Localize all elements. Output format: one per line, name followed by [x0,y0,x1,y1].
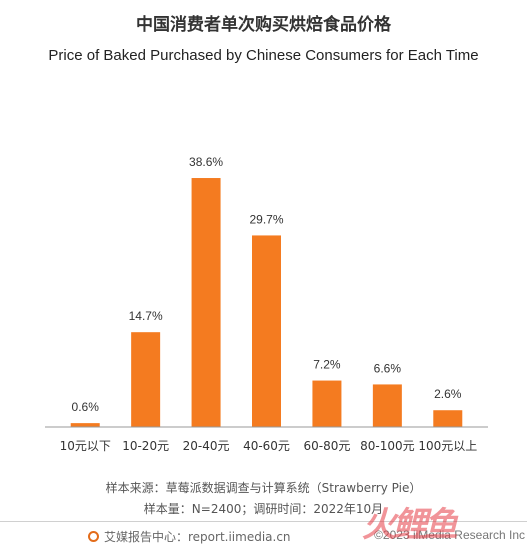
bar-chart: 0.6% 14.7% 38.6% 29.7% 7.2% 6.6% 2.6% 10元以下 10-… [45,155,488,453]
value-label-5: 6.6% [374,361,402,375]
value-label-0: 0.6% [72,400,100,414]
sample-source-note: 样本来源：草莓派数据调查与计算系统（Strawberry Pie） [105,481,422,495]
footer-divider [0,521,527,522]
value-label-1: 14.7% [129,309,163,323]
footer-source-text: 艾媒报告中心：report.iimedia.cn [104,530,291,544]
bar-1 [131,332,161,427]
x-tick-label-5: 80-100元 [360,439,415,453]
chart-title: 中国消费者单次购买烘焙食品价格 [136,15,391,35]
bar-5 [372,384,402,427]
x-tick-label-4: 60-80元 [303,439,350,453]
x-tick-label-6: 100元以上 [418,439,477,453]
watermark-logo: 火鲤鱼 [362,505,458,545]
value-label-2: 38.6% [189,155,223,169]
sample-size-note: 样本量：N=2400；调研时间：2022年10月 [143,502,384,516]
value-label-4: 7.2% [313,358,341,372]
bar-0 [70,423,100,427]
bar-4 [312,380,342,427]
bar-2 [191,178,221,427]
bar-6 [433,410,463,427]
x-tick-label-2: 20-40元 [183,439,230,453]
value-labels-group: 0.6% 14.7% 38.6% 29.7% 7.2% 6.6% 2.6% [72,155,462,414]
x-tick-label-1: 10-20元 [122,439,169,453]
footer: 艾媒报告中心：report.iimedia.cn ©2023 iiMedia R… [0,524,527,549]
bars-group [70,178,463,427]
iimedia-logo-icon [88,531,99,542]
x-tick-label-0: 10元以下 [60,439,111,453]
footer-left: 艾媒报告中心：report.iimedia.cn [88,528,291,545]
bar-3 [252,235,281,427]
value-label-3: 29.7% [249,212,283,226]
tick-labels-group: 10元以下 10-20元 20-40元 40-60元 60-80元 80-100元 100元… [60,439,478,453]
x-tick-label-3: 40-60元 [243,439,290,453]
value-label-6: 2.6% [434,387,462,401]
chart-subtitle: Price of Baked Purchased by Chinese Cons… [48,47,479,64]
footer-copyright: ©2023 iiMedia Research Inc [374,528,525,542]
